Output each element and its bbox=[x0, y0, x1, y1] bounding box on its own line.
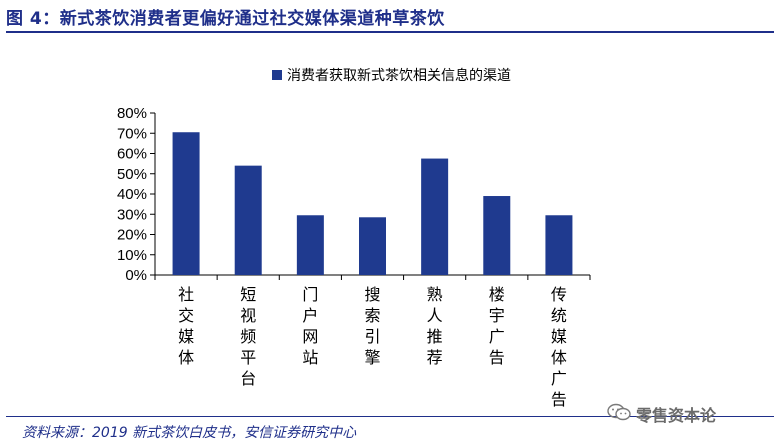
legend: 消费者获取新式茶饮相关信息的渠道 bbox=[272, 67, 511, 84]
source-divider bbox=[6, 416, 774, 417]
bar bbox=[421, 158, 449, 275]
bar bbox=[296, 215, 324, 275]
x-tick-label: 楼宇广告 bbox=[489, 285, 505, 367]
y-tick-label: 50% bbox=[117, 166, 147, 183]
x-tick-label: 熟人推荐 bbox=[427, 285, 443, 367]
y-tick-label: 30% bbox=[117, 206, 147, 223]
bars bbox=[172, 132, 573, 275]
source-note: 资料来源：2019 新式茶饮白皮书，安信证券研究中心 bbox=[22, 425, 357, 441]
x-tick-label: 门户网站 bbox=[302, 285, 318, 367]
bar bbox=[483, 196, 511, 275]
bar bbox=[234, 165, 262, 275]
y-tick-label: 70% bbox=[117, 125, 147, 142]
wechat-icon bbox=[607, 403, 631, 421]
bar bbox=[545, 215, 573, 275]
legend-label: 消费者获取新式茶饮相关信息的渠道 bbox=[287, 67, 511, 84]
watermark-text: 零售资本论 bbox=[636, 406, 717, 425]
y-axis: 0% 10% 20% 30% 40% 50% 60% 70% 80% bbox=[117, 105, 156, 284]
x-axis: 社交媒体 短视频平台 门户网站 搜索引擎 熟人推荐 楼宇广告 传统媒体广告 bbox=[154, 274, 591, 409]
x-tick-label: 搜索引擎 bbox=[364, 285, 380, 367]
x-tick-label: 社交媒体 bbox=[178, 285, 194, 367]
y-tick-label: 10% bbox=[117, 247, 147, 264]
y-tick-label: 40% bbox=[117, 186, 147, 203]
title-divider bbox=[6, 31, 774, 33]
bar bbox=[172, 132, 200, 275]
y-tick-label: 60% bbox=[117, 146, 147, 163]
y-tick-label: 20% bbox=[117, 227, 147, 244]
y-tick-label: 80% bbox=[117, 105, 147, 122]
bar bbox=[359, 217, 386, 275]
legend-swatch bbox=[272, 70, 282, 80]
x-tick-label: 传统媒体广告 bbox=[551, 285, 567, 409]
figure-title: 图 4：新式茶饮消费者更偏好通过社交媒体渠道种草茶饮 bbox=[6, 9, 445, 29]
y-tick-label: 0% bbox=[125, 267, 147, 284]
x-tick-label: 短视频平台 bbox=[240, 285, 256, 388]
